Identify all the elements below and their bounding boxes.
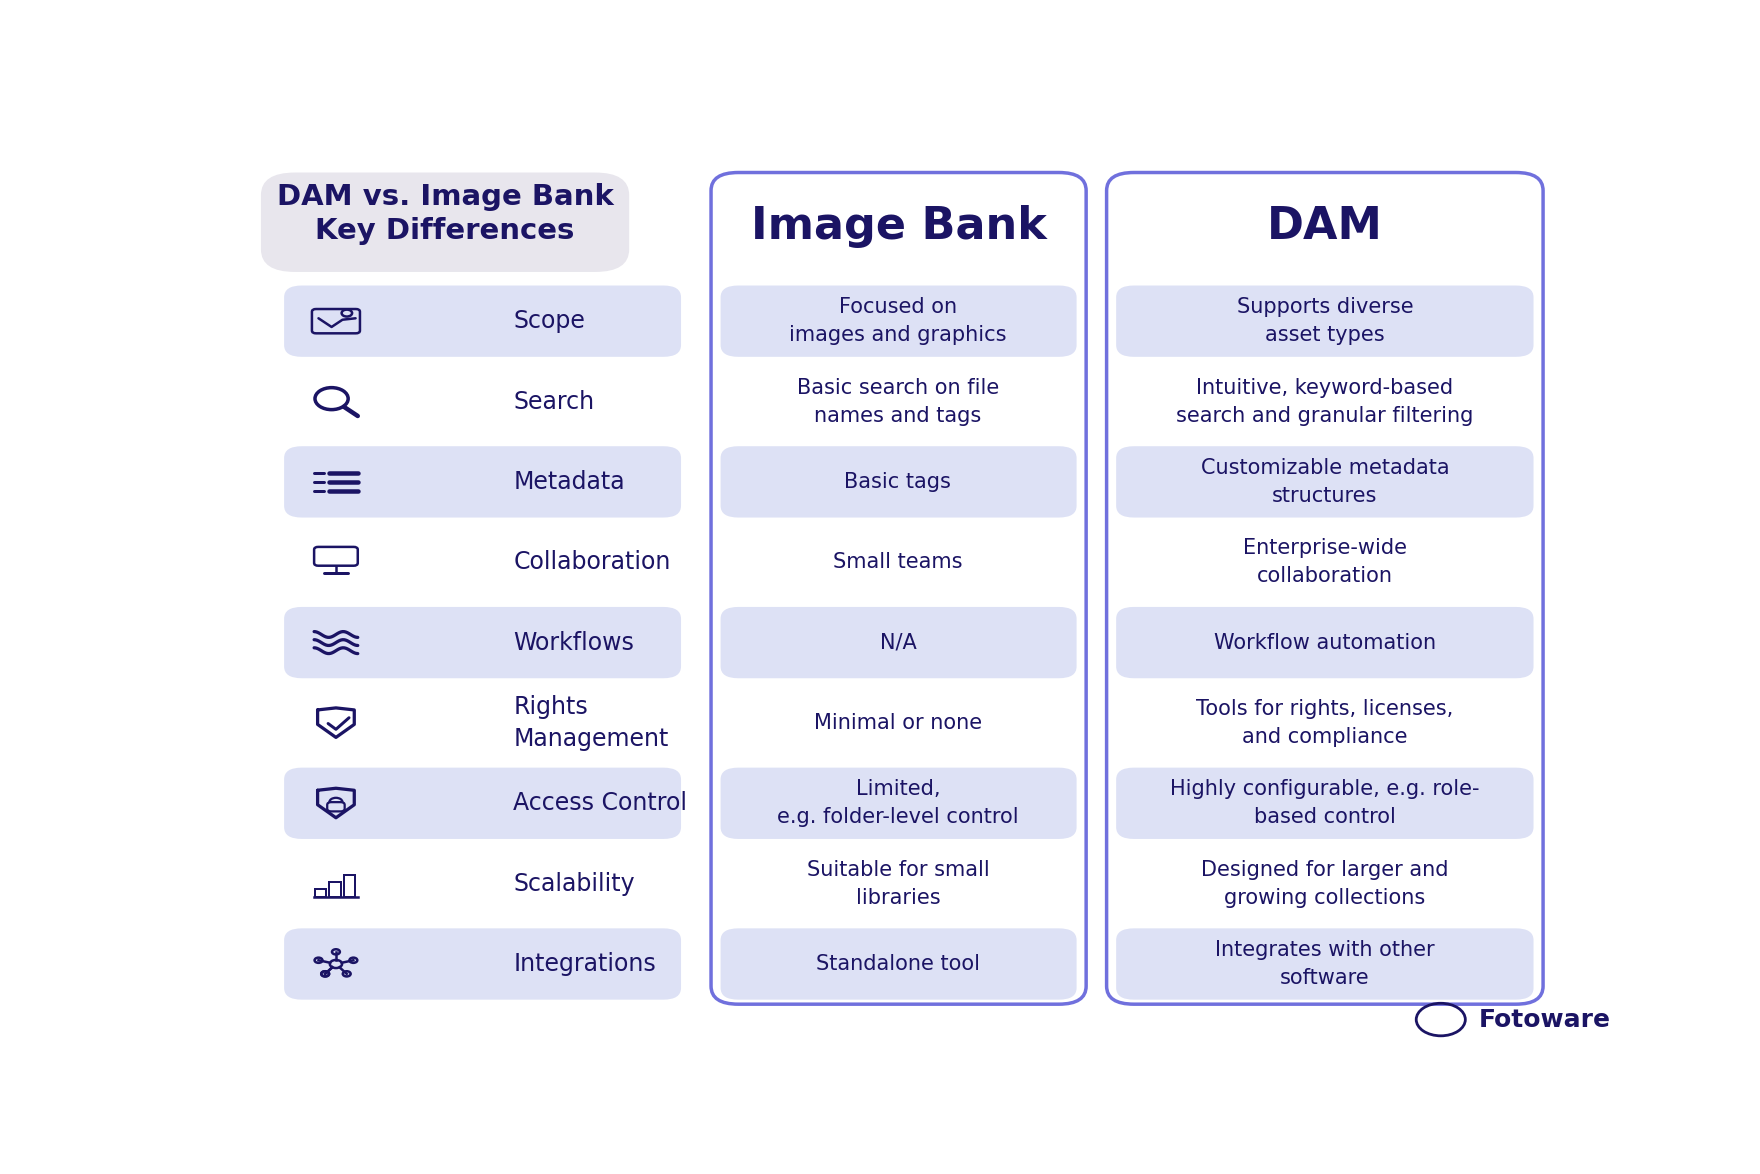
FancyBboxPatch shape [1107,173,1544,1004]
FancyBboxPatch shape [720,527,1077,598]
FancyBboxPatch shape [720,848,1077,919]
FancyBboxPatch shape [283,929,681,999]
Text: Workflows: Workflows [514,630,634,655]
Text: Search: Search [514,390,595,413]
FancyBboxPatch shape [283,446,681,518]
FancyBboxPatch shape [720,366,1077,437]
FancyBboxPatch shape [1116,848,1533,919]
Text: Basic search on file
names and tags: Basic search on file names and tags [797,378,1000,425]
Bar [329,882,341,897]
Text: Limited,
e.g. folder-level control: Limited, e.g. folder-level control [778,780,1019,828]
Bar [315,890,326,897]
Text: Suitable for small
libraries: Suitable for small libraries [806,859,989,908]
Text: Supports diverse
asset types: Supports diverse asset types [1237,297,1413,345]
Text: Minimal or none: Minimal or none [813,713,982,733]
FancyBboxPatch shape [1116,446,1533,518]
FancyBboxPatch shape [283,768,681,839]
FancyBboxPatch shape [1116,527,1533,598]
FancyBboxPatch shape [720,607,1077,679]
Text: Focused on
images and graphics: Focused on images and graphics [788,297,1007,345]
FancyBboxPatch shape [720,285,1077,357]
Text: Small teams: Small teams [832,552,963,572]
Text: Integrations: Integrations [514,952,656,976]
FancyBboxPatch shape [1116,285,1533,357]
FancyBboxPatch shape [720,768,1077,839]
FancyBboxPatch shape [260,173,630,272]
FancyBboxPatch shape [711,173,1086,1004]
Text: Scope: Scope [514,309,584,333]
Text: Integrates with other
software: Integrates with other software [1214,940,1434,989]
Text: Intuitive, keyword-based
search and granular filtering: Intuitive, keyword-based search and gran… [1176,378,1473,425]
Text: DAM vs. Image Bank: DAM vs. Image Bank [276,183,614,211]
FancyBboxPatch shape [1116,687,1533,758]
FancyBboxPatch shape [720,929,1077,999]
Text: Basic tags: Basic tags [845,472,952,492]
FancyBboxPatch shape [1116,366,1533,437]
Text: Collaboration: Collaboration [514,551,671,574]
Text: Fotoware: Fotoware [1478,1007,1610,1032]
Text: Workflow automation: Workflow automation [1214,633,1436,653]
Text: Image Bank: Image Bank [752,205,1047,248]
Text: DAM: DAM [1267,205,1383,248]
Text: Customizable metadata
structures: Customizable metadata structures [1200,458,1448,506]
FancyBboxPatch shape [283,607,681,679]
FancyBboxPatch shape [720,687,1077,758]
FancyBboxPatch shape [283,285,681,357]
Text: Metadata: Metadata [514,470,625,494]
Bar [343,875,356,897]
Text: Enterprise-wide
collaboration: Enterprise-wide collaboration [1243,538,1406,586]
FancyBboxPatch shape [1116,929,1533,999]
Text: Highly configurable, e.g. role-
based control: Highly configurable, e.g. role- based co… [1170,780,1480,828]
Text: Access Control: Access Control [514,791,686,815]
Text: Rights
Management: Rights Management [514,695,669,750]
FancyBboxPatch shape [1116,768,1533,839]
FancyBboxPatch shape [1116,607,1533,679]
Text: Scalability: Scalability [514,871,635,896]
Text: Designed for larger and
growing collections: Designed for larger and growing collecti… [1200,859,1448,908]
Text: N/A: N/A [880,633,917,653]
Text: Standalone tool: Standalone tool [817,954,980,974]
FancyBboxPatch shape [720,446,1077,518]
Text: Key Differences: Key Differences [315,217,576,245]
Text: Tools for rights, licenses,
and compliance: Tools for rights, licenses, and complian… [1197,699,1454,747]
